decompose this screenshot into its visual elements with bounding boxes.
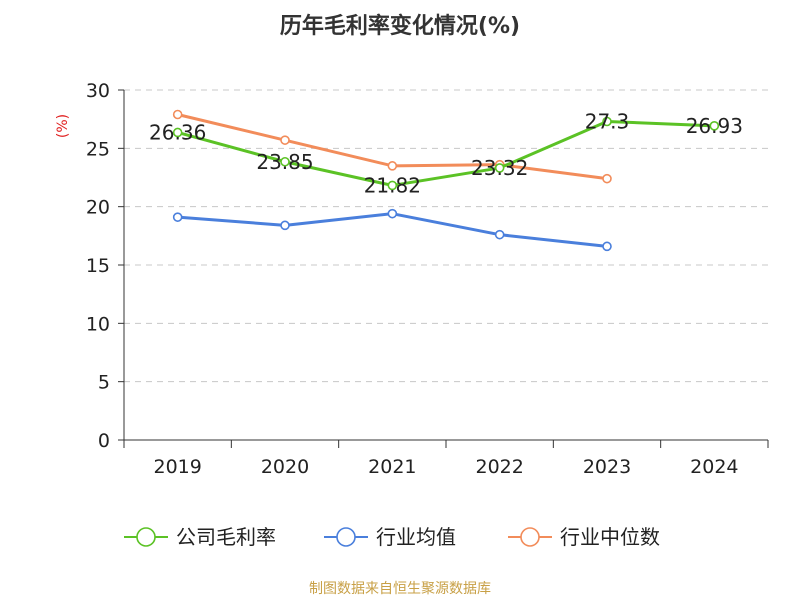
legend-label: 行业中位数 <box>560 525 660 549</box>
y-tick-label: 30 <box>86 80 110 102</box>
data-label: 21.82 <box>364 173 421 197</box>
data-label: 26.36 <box>149 120 206 144</box>
legend-label: 公司毛利率 <box>176 525 276 549</box>
grid-lines <box>124 89 768 383</box>
y-tick-label: 0 <box>98 430 110 452</box>
y-axis-unit-label: (%) <box>55 114 71 138</box>
x-tick-label: 2024 <box>690 456 738 478</box>
legend-item: 行业均值 <box>324 525 456 549</box>
y-tick-label: 5 <box>98 372 110 394</box>
legend-label: 行业均值 <box>376 525 456 549</box>
series <box>172 109 720 252</box>
x-tick-label: 2021 <box>368 456 416 478</box>
data-label: 26.93 <box>686 114 743 138</box>
x-tick-label: 2022 <box>475 456 523 478</box>
data-point <box>172 212 183 222</box>
data-point <box>387 208 398 219</box>
data-point <box>494 163 505 173</box>
data-labels: 26.36 23.85 21.82 23.32 27.3 26.93 <box>149 110 743 198</box>
series-line <box>177 120 715 187</box>
series-line <box>177 212 608 248</box>
data-point <box>602 241 612 252</box>
data-point <box>172 127 183 138</box>
data-point <box>602 116 612 127</box>
data-label: 23.32 <box>471 156 528 180</box>
legend-marker <box>336 527 356 547</box>
x-tick-label: 2020 <box>261 456 309 478</box>
legend-marker <box>520 527 540 547</box>
data-point <box>387 161 398 171</box>
data-point <box>172 109 183 120</box>
data-point <box>494 229 505 240</box>
y-tick-label: 25 <box>86 138 110 160</box>
x-tick-label: 2019 <box>153 456 201 478</box>
data-point <box>280 220 290 231</box>
legend-item: 公司毛利率 <box>124 525 276 549</box>
chart-title: 历年毛利率变化情况(%) <box>279 14 521 39</box>
legend-marker <box>136 527 156 547</box>
data-point <box>280 135 290 145</box>
x-tick-label: 2023 <box>583 456 631 478</box>
y-tick-label: 10 <box>86 313 110 335</box>
source-note: 制图数据来自恒生聚源数据库 <box>309 581 491 597</box>
data-point <box>280 156 290 167</box>
legend-item: 行业中位数 <box>508 525 660 549</box>
y-tick-label: 20 <box>86 197 110 219</box>
y-tick-label: 15 <box>86 255 110 277</box>
data-point <box>709 121 720 131</box>
legend: 公司毛利率 行业均值 行业中位数 <box>124 525 660 549</box>
data-label: 27.3 <box>585 110 630 134</box>
data-point <box>387 180 398 191</box>
data-point <box>602 173 612 184</box>
data-label: 23.85 <box>256 150 313 174</box>
axes: 0 5 10 15 20 25 30 2019 2020 2021 2022 2023 2024 (%) <box>55 80 769 478</box>
